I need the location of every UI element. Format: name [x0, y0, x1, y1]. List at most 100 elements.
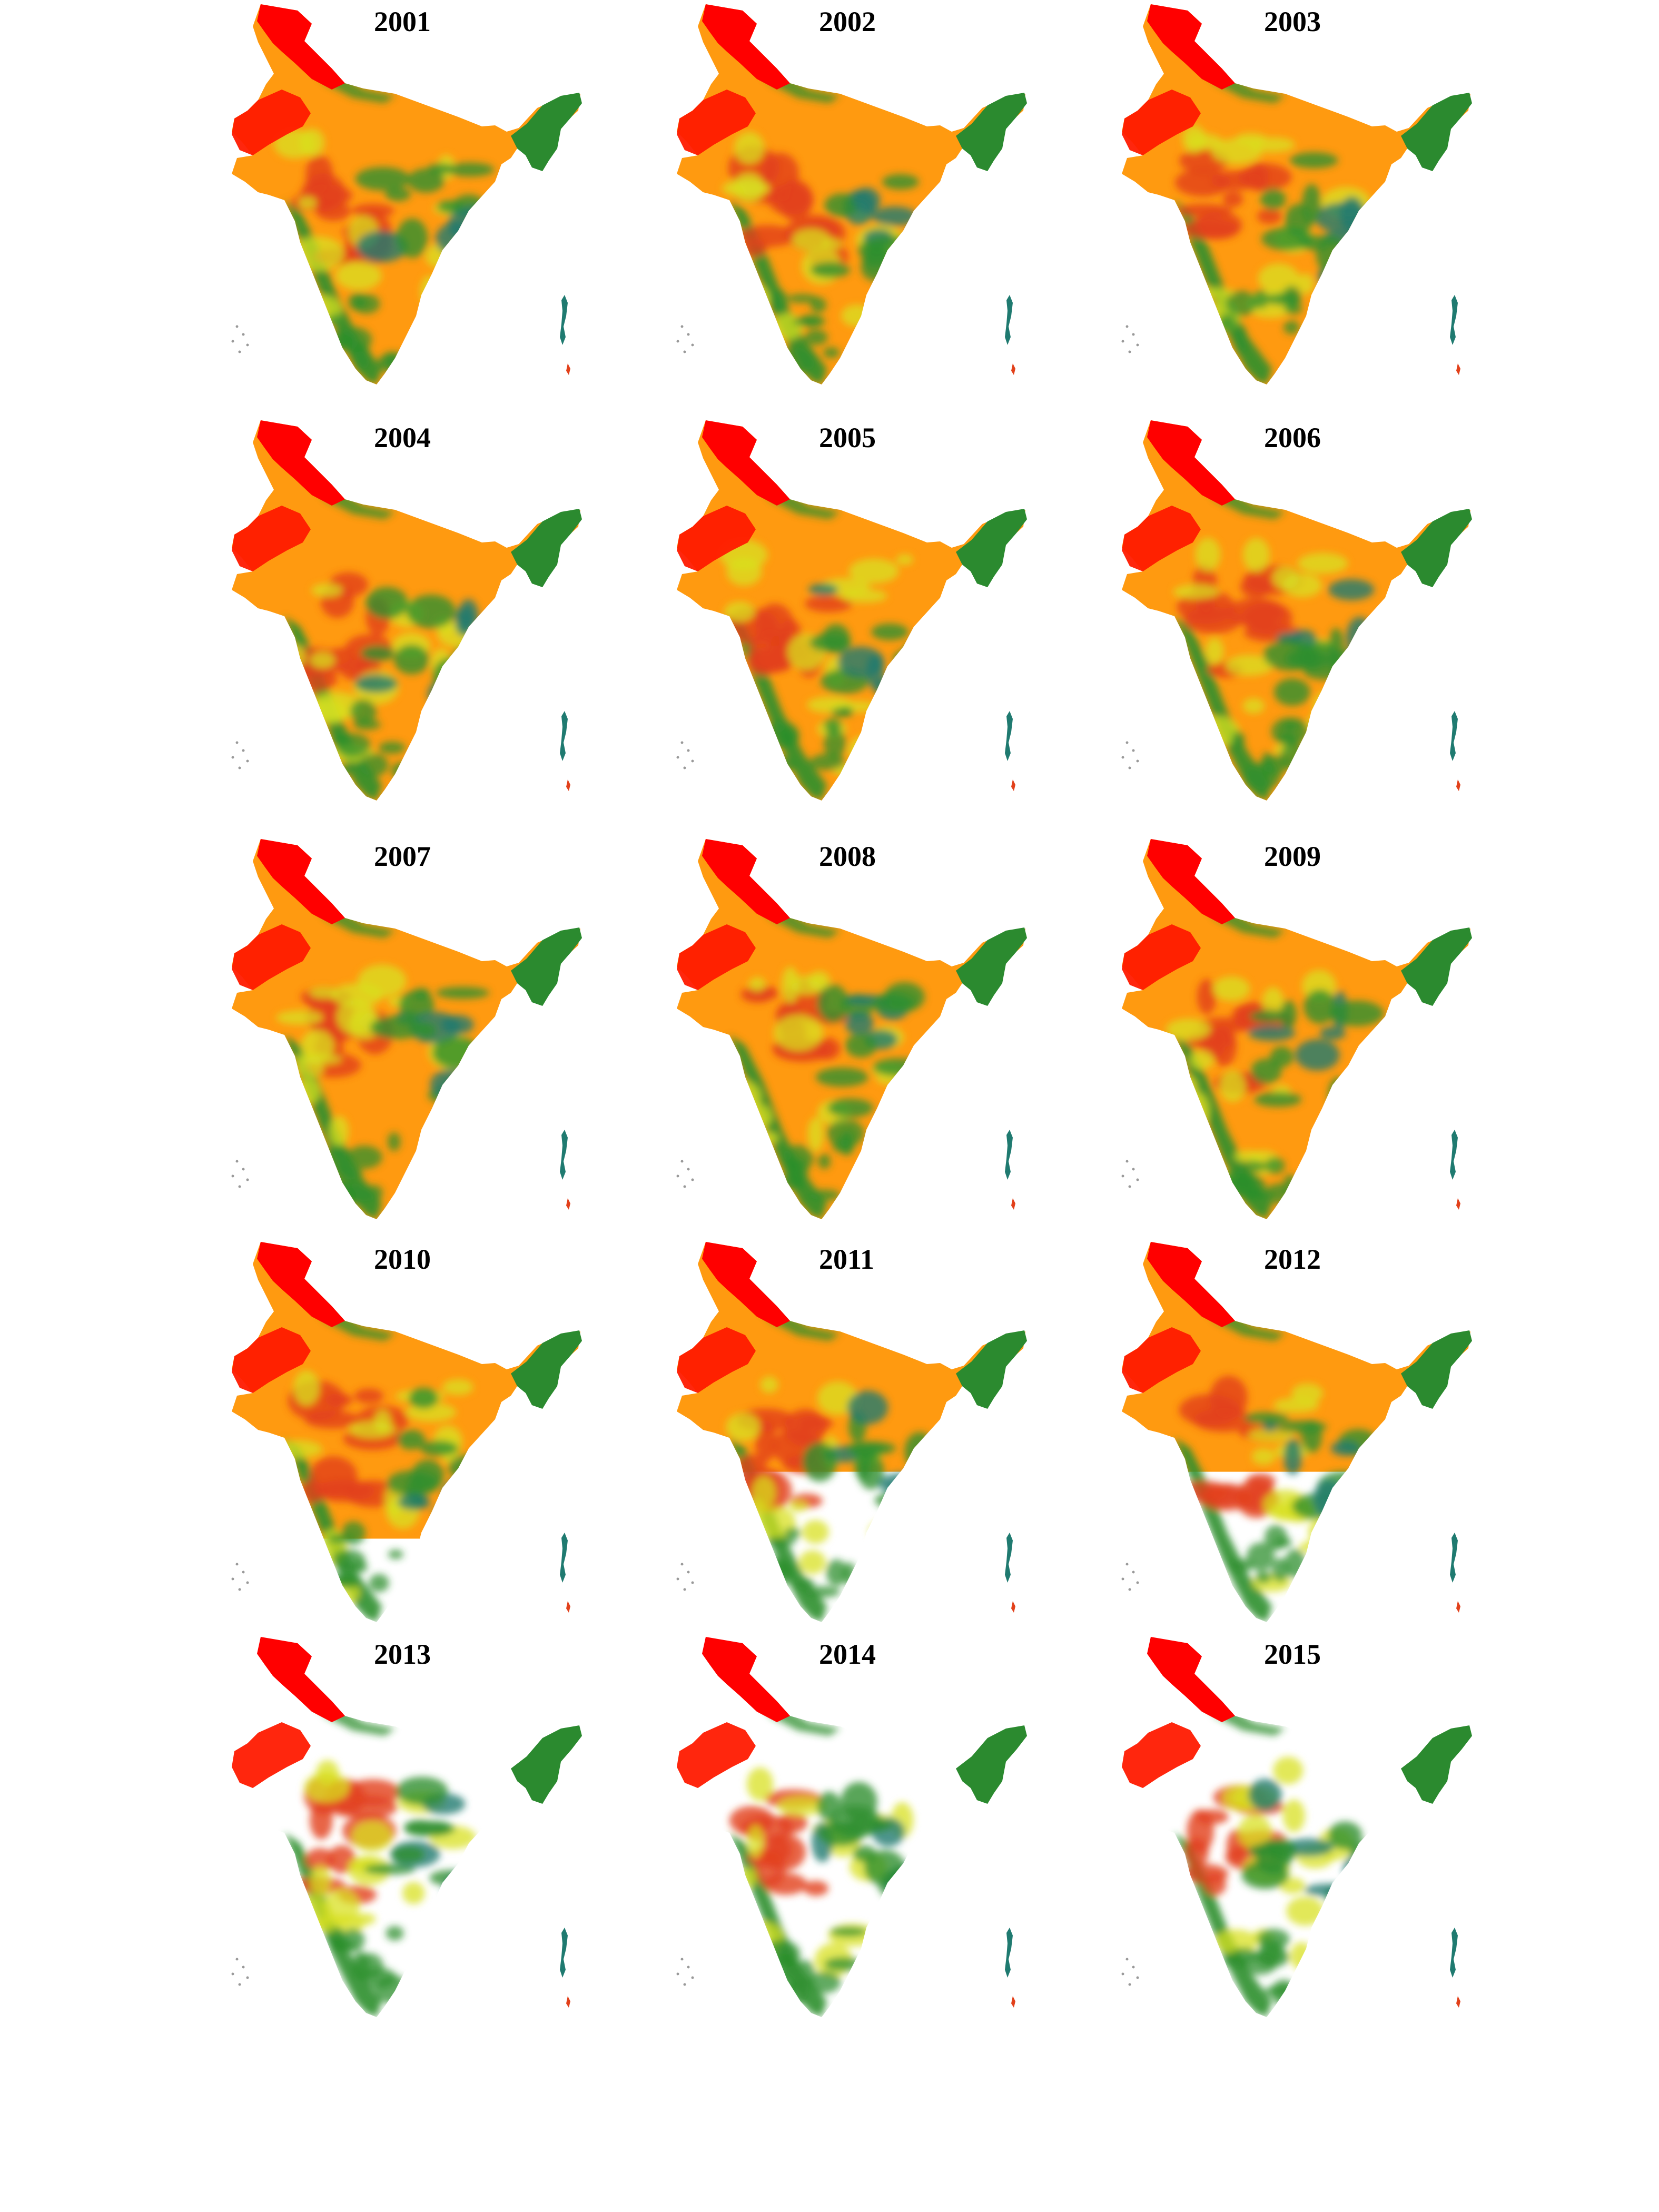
southern-vegetation-patch: [347, 1146, 382, 1169]
moderate-patch: [1282, 574, 1322, 598]
moderate-patch: [316, 1760, 339, 1786]
dryness-patch: [1197, 979, 1217, 1014]
lakshadweep-island: [687, 1571, 690, 1574]
year-label: 2008: [819, 840, 876, 873]
moderate-patch: [841, 304, 872, 327]
india-map: [619, 416, 1093, 827]
lakshadweep-island: [677, 1175, 679, 1178]
nicobar-islands: [566, 1996, 570, 2008]
vegetation-patch: [817, 1792, 841, 1821]
moderate-patch: [1243, 538, 1270, 571]
southern-vegetation-patch: [782, 1145, 813, 1172]
vegetation-patch: [1290, 152, 1338, 168]
moderate-patch: [1251, 1448, 1276, 1465]
southern-vegetation-patch: [335, 1166, 362, 1179]
moderate-patch: [1327, 1535, 1352, 1565]
moderate-patch: [1206, 638, 1224, 664]
southern-vegetation-patch: [1274, 1538, 1292, 1548]
year-label: 2004: [374, 421, 431, 454]
moderate-patch: [1195, 538, 1220, 571]
southern-vegetation-patch: [769, 289, 787, 313]
moderate-patch: [1191, 1574, 1224, 1586]
nicobar-islands: [566, 779, 570, 791]
moderate-patch: [802, 1520, 829, 1544]
vegetation-patch: [893, 649, 934, 667]
moderate-patch: [417, 759, 463, 780]
northeast-region: [956, 1330, 1027, 1409]
vegetation-patch: [882, 174, 919, 190]
southern-vegetation-patch: [316, 1176, 349, 1200]
southern-vegetation-patch: [838, 707, 853, 716]
southern-vegetation-patch: [353, 719, 381, 730]
vegetation-patch: [873, 206, 917, 226]
india-map: [619, 835, 1093, 1246]
southern-vegetation-patch: [359, 753, 389, 776]
year-label: 2014: [819, 1638, 876, 1671]
moderate-patch: [1312, 343, 1359, 367]
map-panel: 2008: [619, 835, 1093, 1246]
moderate-patch: [726, 557, 762, 586]
vegetation-patch: [873, 1058, 922, 1076]
vegetation-patch: [1302, 184, 1321, 223]
vegetation-patch: [443, 1881, 469, 1904]
northeast-region: [511, 1330, 582, 1409]
vegetation-patch: [396, 1777, 448, 1805]
moderate-patch: [1179, 1076, 1197, 1105]
moderate-patch: [749, 977, 766, 992]
andaman-islands: [560, 295, 568, 345]
nicobar-islands: [1456, 1601, 1460, 1613]
southern-vegetation-patch: [818, 1154, 831, 1169]
moderate-patch: [310, 1865, 330, 1898]
moderate-patch: [747, 1767, 773, 1801]
lakshadweep-island: [681, 1160, 684, 1163]
vegetation-patch: [1295, 1039, 1339, 1071]
lakshadweep-island: [1122, 1175, 1124, 1178]
moderate-patch: [1308, 1516, 1341, 1548]
southern-vegetation-patch: [341, 1929, 364, 1952]
moderate-patch: [310, 652, 335, 668]
vegetation-patch: [816, 1068, 868, 1087]
lakshadweep-island: [239, 1983, 241, 1986]
vegetation-patch: [809, 633, 851, 652]
vegetation-patch: [1339, 196, 1364, 231]
legend-color-ramp: [303, 2095, 592, 2132]
india-map: [1064, 835, 1538, 1246]
legend-min-label: 0: [305, 2136, 322, 2173]
vegetation-patch: [1250, 1010, 1287, 1022]
year-label: 2003: [1264, 5, 1321, 38]
vegetation-patch: [871, 624, 908, 640]
lakshadweep-island: [239, 1588, 241, 1591]
southern-vegetation-patch: [386, 1926, 403, 1941]
vegetation-patch: [441, 683, 471, 697]
southern-vegetation-patch: [324, 765, 352, 777]
andaman-islands: [1005, 295, 1013, 345]
southern-vegetation-patch: [780, 1176, 804, 1190]
southern-vegetation-patch: [1219, 1177, 1241, 1199]
lakshadweep-island: [1129, 1588, 1131, 1591]
andaman-islands: [1450, 1928, 1458, 1978]
southern-vegetation-patch: [388, 1549, 403, 1559]
southern-vegetation-patch: [1214, 1587, 1233, 1607]
map-panel: 2011: [619, 1238, 1093, 1648]
nicobar-islands: [1011, 1996, 1015, 2008]
moderate-patch: [782, 967, 799, 1003]
vegetation-patch: [442, 1478, 489, 1508]
vegetation-patch: [827, 1099, 873, 1118]
vegetation-patch: [904, 1432, 935, 1471]
year-label: 2012: [1264, 1243, 1321, 1276]
vegetation-patch: [397, 1430, 425, 1450]
southern-vegetation-patch: [1282, 721, 1299, 730]
lakshadweep-island: [1137, 760, 1139, 763]
moderate-patch: [747, 1825, 764, 1858]
vegetation-patch: [1270, 1046, 1293, 1068]
vegetation-patch: [803, 1442, 837, 1482]
moderate-patch: [1219, 1071, 1246, 1102]
vegetation-patch: [448, 1455, 487, 1480]
vegetation-patch: [872, 993, 916, 1014]
northeast-region: [1401, 93, 1472, 171]
northeast-region: [511, 927, 582, 1006]
nicobar-islands: [1456, 1996, 1460, 2008]
nicobar-islands: [1456, 1198, 1460, 1210]
lakshadweep-island: [242, 333, 245, 336]
lakshadweep-island: [236, 1563, 239, 1566]
